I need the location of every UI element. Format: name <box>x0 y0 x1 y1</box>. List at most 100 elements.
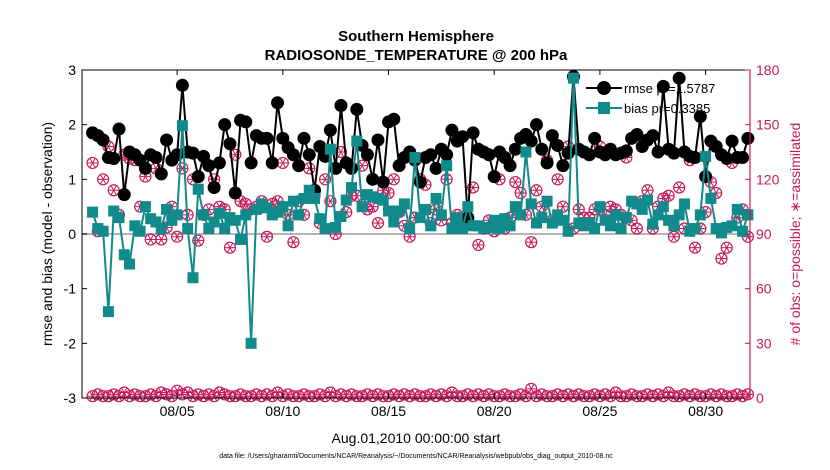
obs-baseline-point-star-arm <box>168 391 175 401</box>
bias-point <box>546 217 558 229</box>
x-tick-label: 08/10 <box>265 403 300 419</box>
legend: rmse pr=1.5787 bias pr=0.3385 <box>586 81 715 116</box>
bias-point <box>108 205 120 217</box>
obs-point-circle <box>673 181 686 194</box>
obs-point-star-arm <box>322 174 329 184</box>
x-tick-label: 08/20 <box>477 403 512 419</box>
bias-point <box>641 194 653 206</box>
bias-point <box>557 214 569 226</box>
y2-tick-label: 30 <box>756 335 772 351</box>
bias-point <box>488 214 500 226</box>
obs-point-circle <box>260 230 274 243</box>
obs-point-star-arm <box>327 196 334 206</box>
y-tick-label: 0 <box>68 226 76 242</box>
rmse-point <box>138 161 152 175</box>
y2-tick-label: 150 <box>756 117 780 133</box>
x-tick-label: 08/15 <box>371 403 406 419</box>
bias-point <box>324 143 336 155</box>
rmse-point <box>154 167 168 181</box>
obs-point-star-arm <box>665 191 672 201</box>
obs-point <box>276 156 289 170</box>
rmse-point <box>429 161 443 175</box>
bias-point <box>171 209 183 221</box>
obs-baseline-point-star-arm <box>153 391 159 401</box>
y-tick-label: 2 <box>68 117 76 133</box>
bias-point <box>636 203 648 215</box>
bias-point <box>435 209 447 221</box>
rmse-point <box>445 123 459 137</box>
bias-point <box>567 72 579 84</box>
rmse-point <box>265 156 279 170</box>
rmse-point <box>334 99 348 113</box>
rmse-point <box>228 186 242 200</box>
rmse-point <box>360 148 374 162</box>
obs-point-circle <box>688 241 702 254</box>
obs-point-star-arm <box>644 185 651 195</box>
bias-point <box>515 209 527 221</box>
obs-point <box>551 173 564 186</box>
rmse-point <box>112 122 126 136</box>
rmse-point <box>551 138 565 152</box>
legend-bias-marker <box>598 102 610 114</box>
bias-point <box>314 213 326 225</box>
bias-point <box>187 272 199 284</box>
rmse-point <box>741 131 755 145</box>
bias-point <box>150 216 162 228</box>
bias-point <box>726 220 738 232</box>
rmse-point <box>302 148 316 162</box>
bias-point <box>520 146 532 158</box>
bias-point <box>102 306 114 318</box>
rmse-point <box>202 159 216 173</box>
rmse-point <box>540 156 554 170</box>
bias-point <box>351 135 363 147</box>
y2-tick-label: 90 <box>756 226 772 242</box>
obs-baseline-point-star-arm <box>184 387 191 398</box>
obs-baseline-point-star-arm <box>322 391 329 401</box>
rmse-point <box>244 156 258 170</box>
bias-point <box>309 192 321 204</box>
bias-point <box>383 205 395 217</box>
bias-point <box>457 223 469 235</box>
obs-point-circle <box>287 236 300 249</box>
rmse-point <box>466 126 480 140</box>
bias-point <box>594 201 606 213</box>
bias-point <box>87 206 99 218</box>
bias-point <box>282 220 294 232</box>
rmse-point <box>366 172 380 186</box>
obs-baseline-point-star-arm <box>327 387 334 398</box>
rmse-point <box>456 130 470 144</box>
obs-point-star-arm <box>512 177 519 187</box>
bias-point <box>235 233 247 245</box>
rmse-point <box>218 118 232 132</box>
x-tick-label: 08/30 <box>688 403 723 419</box>
bias-point <box>319 223 331 235</box>
bias-point <box>536 212 548 224</box>
bias-point <box>604 220 616 232</box>
rmse-point <box>556 159 570 173</box>
rmse-point <box>271 96 285 110</box>
rmse-point <box>508 142 522 156</box>
obs-point <box>641 184 654 197</box>
rmse-point <box>345 161 359 175</box>
obs-point <box>630 222 644 235</box>
bias-point <box>340 194 352 206</box>
rmse-point <box>286 148 300 162</box>
obs-baseline-point-star-arm <box>116 391 122 401</box>
obs-point-star-arm <box>110 185 117 195</box>
obs-point <box>673 181 686 194</box>
rmse-point <box>487 170 501 184</box>
bias-point <box>124 258 136 270</box>
obs-point <box>155 233 168 246</box>
bias-point <box>430 192 442 204</box>
obs-point-star-arm <box>390 174 397 184</box>
bias-point <box>203 223 215 235</box>
obs-point <box>530 184 543 197</box>
obs-point <box>192 234 205 247</box>
rmse-point <box>387 112 401 126</box>
bias-point <box>657 201 669 213</box>
bias-point <box>409 151 421 163</box>
obs-baseline-point-circle <box>160 388 173 401</box>
x-tick-label: 08/25 <box>582 403 617 419</box>
obs-point <box>176 162 189 175</box>
bias-point <box>113 212 125 224</box>
